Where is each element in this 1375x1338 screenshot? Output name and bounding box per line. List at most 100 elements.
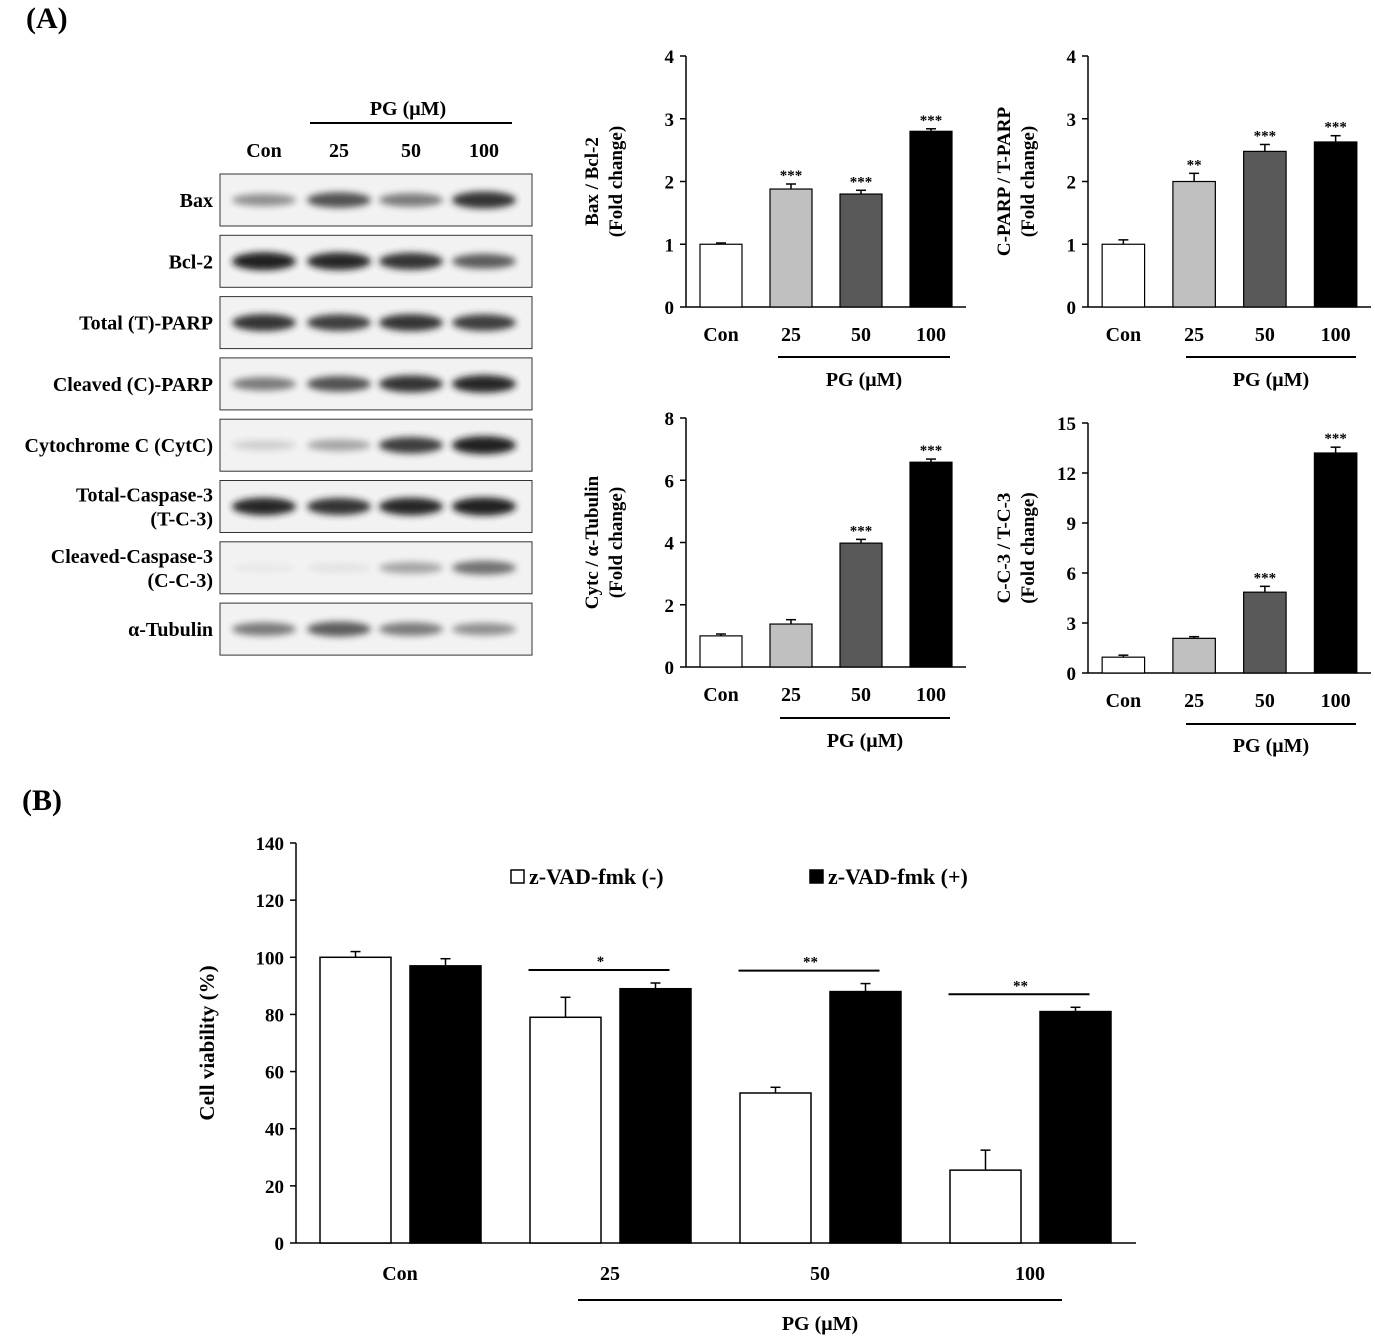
blot-band <box>307 439 371 451</box>
y-tick-label: 0 <box>1067 298 1077 319</box>
x-tick-label: 50 <box>1255 690 1275 712</box>
y-tick-label: 0 <box>665 298 675 319</box>
y-tick-label: 3 <box>1067 110 1077 131</box>
y-tick-label: 140 <box>256 834 285 855</box>
y-axis-label: Cytc / α-Tubulin <box>582 475 603 609</box>
bar <box>1101 656 1146 674</box>
y-tick-label: 3 <box>665 110 675 131</box>
bar <box>839 542 883 668</box>
y-tick-label: 0 <box>665 658 675 679</box>
blot-row-label: Bcl-2 <box>169 251 213 273</box>
y-axis-label: Cell viability (%) <box>195 965 219 1120</box>
bar-chart: 0 1 2 3 4 Con *** 25 *** 50 *** 100 PG (μM) Bax / Bcl… <box>582 47 966 391</box>
x-tick-label: 50 <box>851 324 871 346</box>
blot-band <box>379 375 443 393</box>
blot-band <box>379 497 443 516</box>
blot-group-label: PG (μM) <box>370 98 446 120</box>
y-tick-label: 2 <box>1067 173 1077 194</box>
blot-row: Cleaved (C)-PARP <box>53 357 533 411</box>
y-axis-label: Bax / Bcl-2 <box>582 137 603 226</box>
bar <box>619 987 692 1244</box>
legend-entry: z-VAD-fmk (+) <box>828 864 968 889</box>
blot-band <box>232 497 296 516</box>
blot-band <box>307 376 371 392</box>
blot-band <box>232 252 296 271</box>
bar <box>949 1169 1022 1244</box>
blot-band <box>232 563 296 572</box>
significance-label: *** <box>1254 570 1277 586</box>
x-tick-label: Con <box>1106 690 1142 712</box>
legend: z-VAD-fmk (-) z-VAD-fmk (+) <box>510 864 968 889</box>
y-axis-label: C-C-3 / T-C-3 <box>994 493 1015 604</box>
blot-band <box>452 191 516 209</box>
blot-band <box>307 621 371 637</box>
grouped-bar-chart: 0 20 40 60 80 100 120 140 Con * 25 ** 50 ** 100 PG (μM)… <box>195 834 1136 1335</box>
blot-band <box>379 314 443 332</box>
blot-band <box>452 253 516 269</box>
y-tick-label: 2 <box>665 173 675 194</box>
y-tick-label: 1 <box>665 235 675 256</box>
y-tick-label: 60 <box>265 1063 284 1084</box>
bar <box>1172 637 1216 674</box>
bar-chart: 0 3 6 9 12 15 Con 25 *** 50 *** 100 PG (μM) C-C-3 / T… <box>994 414 1371 757</box>
x-tick-label: 25 <box>1184 690 1204 712</box>
y-tick-label: 15 <box>1057 414 1076 435</box>
blot-row-label: Bax <box>180 190 213 212</box>
y-tick-label: 6 <box>1067 564 1077 585</box>
blot-row: Bcl-2 <box>169 234 533 288</box>
y-tick-label: 20 <box>265 1177 284 1198</box>
bar <box>699 243 743 308</box>
significance-label: * <box>597 954 605 970</box>
panel-a-label: (A) <box>26 2 68 35</box>
significance-label: ** <box>1187 157 1202 173</box>
y-tick-label: 100 <box>256 948 285 969</box>
significance-label: *** <box>920 113 943 129</box>
bar <box>769 623 813 668</box>
blot-lane-label: 25 <box>329 140 349 162</box>
panel-b-label: (B) <box>22 784 62 817</box>
x-tick-label: 100 <box>1015 1263 1045 1285</box>
blot-row: Cytochrome C (CytC) <box>25 418 533 472</box>
x-tick-label: 100 <box>1321 690 1351 712</box>
y-tick-label: 0 <box>1067 664 1077 685</box>
x-tick-label: 100 <box>916 684 946 706</box>
x-tick-label: 25 <box>1184 324 1204 346</box>
blot-band <box>307 498 371 515</box>
x-group-label: PG (μM) <box>826 369 902 391</box>
blot-band <box>452 314 516 331</box>
y-tick-label: 80 <box>265 1005 284 1026</box>
blot-lane-label: Con <box>246 140 282 162</box>
x-group-label: PG (μM) <box>1233 369 1309 391</box>
x-tick-label: Con <box>382 1263 418 1285</box>
y-tick-label: 8 <box>665 409 675 430</box>
blot-band <box>307 563 371 573</box>
y-tick-label: 120 <box>256 891 285 912</box>
y-tick-label: 4 <box>1067 47 1077 68</box>
blot-row-label: α-Tubulin <box>128 619 213 641</box>
y-tick-label: 1 <box>1067 235 1077 256</box>
bar <box>1313 452 1358 674</box>
bar <box>1313 141 1358 308</box>
bar <box>1243 591 1287 674</box>
x-tick-label: 25 <box>600 1263 620 1285</box>
blot-row: Total (T)-PARP <box>79 296 533 350</box>
x-tick-label: 50 <box>810 1263 830 1285</box>
significance-label: *** <box>920 443 943 459</box>
bar <box>529 1016 602 1244</box>
bar <box>319 956 392 1244</box>
y-tick-label: 6 <box>665 471 675 492</box>
blot-lane-label: 50 <box>401 140 421 162</box>
significance-label: *** <box>1324 120 1347 136</box>
blot-band <box>307 252 371 271</box>
blot-band <box>307 192 371 208</box>
y-tick-label: 40 <box>265 1120 284 1141</box>
bar <box>909 461 953 668</box>
y-tick-label: 2 <box>665 596 675 617</box>
blot-band <box>452 497 516 516</box>
y-tick-label: 0 <box>275 1234 285 1255</box>
blot-band <box>307 314 371 331</box>
x-tick-label: Con <box>1106 324 1142 346</box>
bar <box>769 188 813 308</box>
blot-band <box>232 314 296 332</box>
